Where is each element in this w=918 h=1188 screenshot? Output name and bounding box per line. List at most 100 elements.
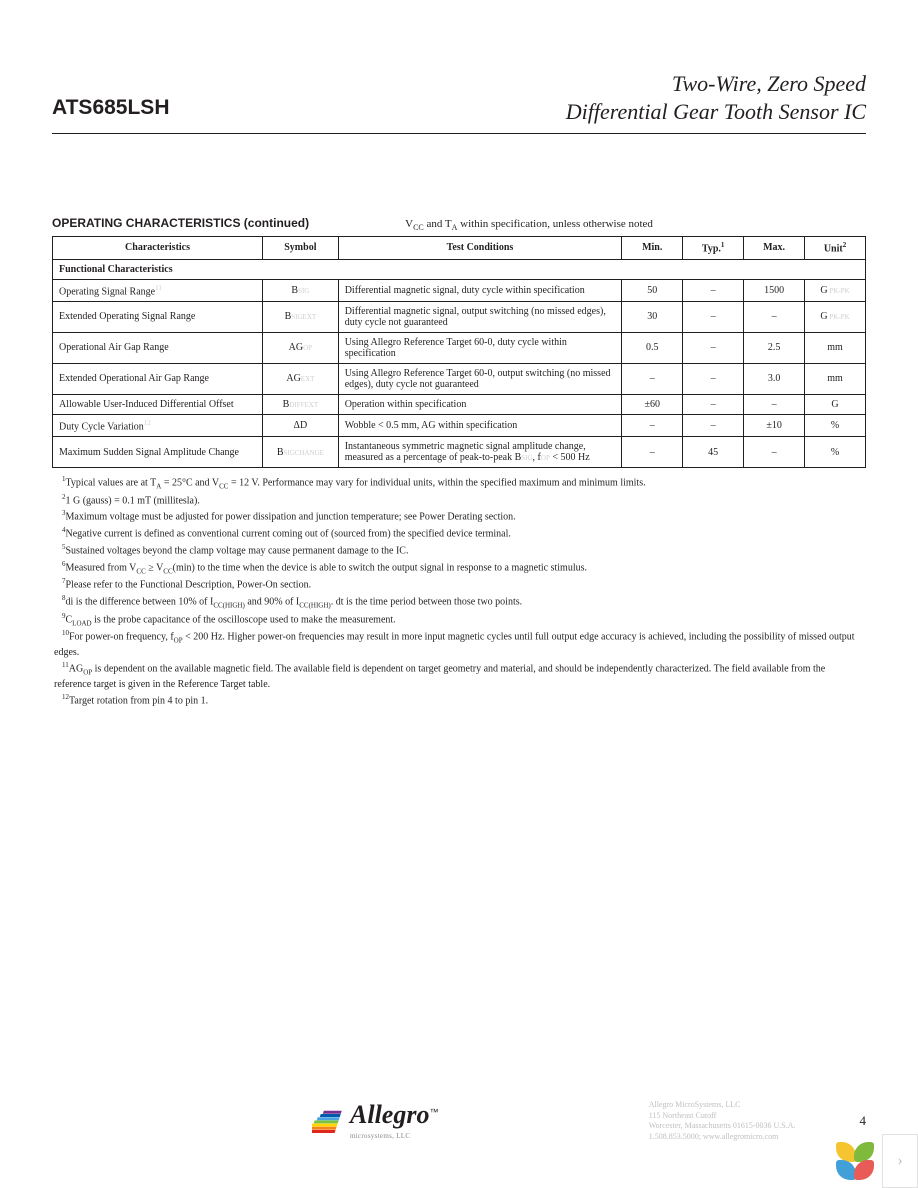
- spec-table-body: Functional Characteristics Operating Sig…: [53, 259, 866, 468]
- footnotes: 1Typical values are at TA = 25°C and VCC…: [52, 474, 866, 709]
- cell-typ: –: [683, 279, 744, 301]
- cell-max: 3.0: [744, 363, 805, 394]
- cell-min: –: [622, 437, 683, 468]
- cell-unit: G PK-PK: [805, 279, 866, 301]
- cell-characteristic: Extended Operating Signal Range: [53, 301, 263, 332]
- cell-condition: Differential magnetic signal, duty cycle…: [338, 279, 622, 301]
- petals-icon: [832, 1138, 878, 1184]
- footnote-line: 1Typical values are at TA = 25°C and VCC…: [54, 474, 864, 491]
- spec-table-head: Characteristics Symbol Test Conditions M…: [53, 237, 866, 259]
- col-max: Max.: [744, 237, 805, 259]
- cell-condition: Instantaneous symmetric magnetic signal …: [338, 437, 622, 468]
- corner-widget: ›: [832, 1134, 918, 1188]
- address-line: Worcester, Massachusetts 01615-0036 U.S.…: [649, 1121, 796, 1131]
- page-footer: Allegro™ microsystems, LLC Allegro Micro…: [52, 1100, 866, 1142]
- cell-symbol: AGEXT: [263, 363, 339, 394]
- footnote-line: 9CLOAD is the probe capacitance of the o…: [54, 611, 864, 628]
- cell-typ: –: [683, 332, 744, 363]
- cell-max: 1500: [744, 279, 805, 301]
- cell-symbol: BSIG: [263, 279, 339, 301]
- cell-unit: mm: [805, 363, 866, 394]
- section-row: Functional Characteristics: [53, 259, 866, 279]
- cell-symbol: AGOP: [263, 332, 339, 363]
- cell-min: 30: [622, 301, 683, 332]
- next-page-button[interactable]: ›: [882, 1134, 918, 1188]
- col-conditions: Test Conditions: [338, 237, 622, 259]
- cell-typ: –: [683, 394, 744, 414]
- cell-max: –: [744, 301, 805, 332]
- cell-unit: %: [805, 437, 866, 468]
- section-title: OPERATING CHARACTERISTICS (continued): [52, 216, 309, 230]
- cell-max: –: [744, 394, 805, 414]
- cell-characteristic: Operational Air Gap Range: [53, 332, 263, 363]
- company-address: Allegro MicroSystems, LLC115 Northeast C…: [649, 1100, 796, 1142]
- page-number: 4: [860, 1113, 867, 1129]
- col-symbol: Symbol: [263, 237, 339, 259]
- cell-unit: G: [805, 394, 866, 414]
- address-line: 1.508.853.5000; www.allegromicro.com: [649, 1132, 796, 1142]
- cell-characteristic: Maximum Sudden Signal Amplitude Change: [53, 437, 263, 468]
- footnote-line: 4Negative current is defined as conventi…: [54, 525, 864, 542]
- doc-title-line1: Two-Wire, Zero Speed: [566, 70, 866, 98]
- col-min: Min.: [622, 237, 683, 259]
- table-row: Extended Operating Signal RangeBSIGEXTDi…: [53, 301, 866, 332]
- table-row: Operating Signal Range11BSIGDifferential…: [53, 279, 866, 301]
- section-row-label: Functional Characteristics: [53, 259, 866, 279]
- cell-unit: mm: [805, 332, 866, 363]
- cell-typ: –: [683, 414, 744, 436]
- cell-condition: Wobble < 0.5 mm, AG within specification: [338, 414, 622, 436]
- footnote-line: 10For power-on frequency, fOP < 200 Hz. …: [54, 628, 864, 660]
- address-line: 115 Northeast Cutoff: [649, 1111, 796, 1121]
- part-number: ATS685LSH: [52, 70, 169, 120]
- company-logo: Allegro™ microsystems, LLC: [312, 1102, 438, 1140]
- page-header: ATS685LSH Two-Wire, Zero Speed Different…: [52, 70, 866, 125]
- table-row: Duty Cycle Variation12ΔDWobble < 0.5 mm,…: [53, 414, 866, 436]
- section-condition: VCC and TA within specification, unless …: [405, 218, 653, 230]
- cell-min: 50: [622, 279, 683, 301]
- cell-min: –: [622, 363, 683, 394]
- cell-symbol: BSIGEXT: [263, 301, 339, 332]
- cell-min: 0.5: [622, 332, 683, 363]
- footnote-line: 7Please refer to the Functional Descript…: [54, 576, 864, 593]
- col-typ: Typ.1: [683, 237, 744, 259]
- footnote-line: 11AGOP is dependent on the available mag…: [54, 660, 864, 692]
- col-characteristics: Characteristics: [53, 237, 263, 259]
- address-line: Allegro MicroSystems, LLC: [649, 1100, 796, 1110]
- cell-characteristic: Duty Cycle Variation12: [53, 414, 263, 436]
- cell-typ: –: [683, 363, 744, 394]
- col-unit: Unit2: [805, 237, 866, 259]
- cell-condition: Using Allegro Reference Target 60-0, dut…: [338, 332, 622, 363]
- cell-unit: %: [805, 414, 866, 436]
- table-row: Allowable User-Induced Differential Offs…: [53, 394, 866, 414]
- doc-title: Two-Wire, Zero Speed Differential Gear T…: [566, 70, 866, 125]
- cell-max: 2.5: [744, 332, 805, 363]
- cell-characteristic: Extended Operational Air Gap Range: [53, 363, 263, 394]
- section-heading: OPERATING CHARACTERISTICS (continued) VC…: [52, 214, 866, 232]
- cell-min: ±60: [622, 394, 683, 414]
- footnote-line: 12Target rotation from pin 4 to pin 1.: [54, 692, 864, 709]
- table-row: Maximum Sudden Signal Amplitude ChangeBS…: [53, 437, 866, 468]
- footnote-line: 5Sustained voltages beyond the clamp vol…: [54, 542, 864, 559]
- cell-max: –: [744, 437, 805, 468]
- spec-table: Characteristics Symbol Test Conditions M…: [52, 236, 866, 468]
- footnote-line: 6Measured from VCC ≥ VCC(min) to the tim…: [54, 559, 864, 576]
- footnote-line: 3Maximum voltage must be adjusted for po…: [54, 508, 864, 525]
- footnote-line: 8di is the difference between 10% of ICC…: [54, 593, 864, 610]
- table-row: Extended Operational Air Gap RangeAGEXTU…: [53, 363, 866, 394]
- cell-min: –: [622, 414, 683, 436]
- logo-text: Allegro: [350, 1100, 429, 1129]
- cell-condition: Differential magnetic signal, output swi…: [338, 301, 622, 332]
- cell-max: ±10: [744, 414, 805, 436]
- logo-tagline: microsystems, LLC: [350, 1132, 438, 1140]
- cell-characteristic: Allowable User-Induced Differential Offs…: [53, 394, 263, 414]
- cell-characteristic: Operating Signal Range11: [53, 279, 263, 301]
- logo-swatch-icon: [312, 1104, 346, 1139]
- cell-symbol: BDIFFEXT: [263, 394, 339, 414]
- table-row: Operational Air Gap RangeAGOPUsing Alleg…: [53, 332, 866, 363]
- doc-title-line2: Differential Gear Tooth Sensor IC: [566, 98, 866, 126]
- footnote-line: 21 G (gauss) = 0.1 mT (millitesla).: [54, 492, 864, 509]
- cell-symbol: BSIGCHANGE: [263, 437, 339, 468]
- cell-condition: Using Allegro Reference Target 60-0, out…: [338, 363, 622, 394]
- header-rule: [52, 133, 866, 134]
- cell-unit: G PK-PK: [805, 301, 866, 332]
